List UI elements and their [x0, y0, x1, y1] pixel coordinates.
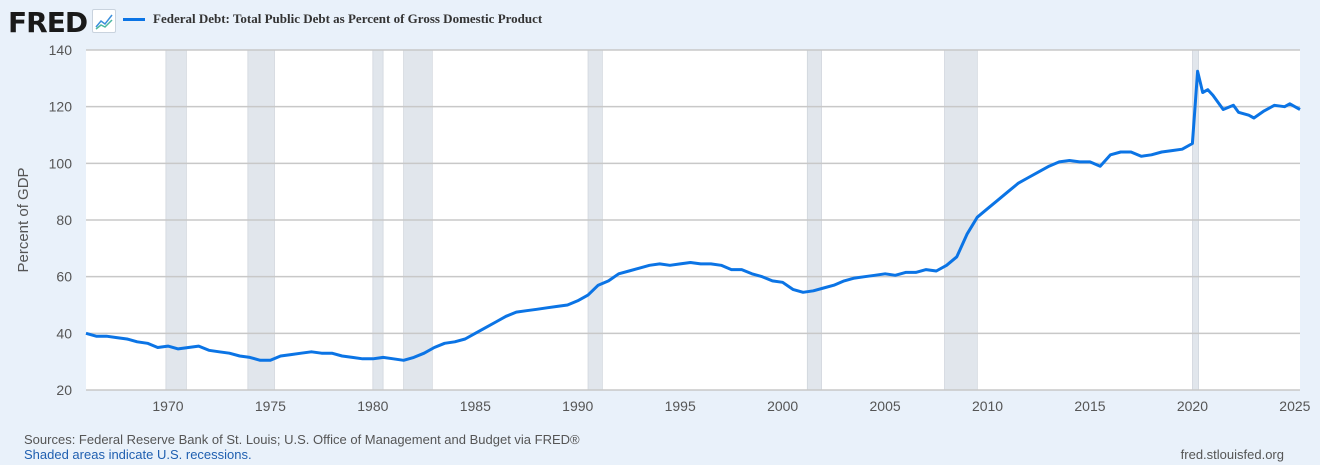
sources-text: Sources: Federal Reserve Bank of St. Lou…: [24, 432, 580, 447]
x-tick-label: 1975: [255, 398, 286, 414]
x-tick-label: 2015: [1074, 398, 1105, 414]
x-tick-label: 2020: [1177, 398, 1208, 414]
x-tick-label: 1995: [665, 398, 696, 414]
y-tick-label: 60: [56, 269, 72, 285]
y-tick-label: 100: [49, 155, 73, 171]
fred-logo[interactable]: FRED: [8, 6, 88, 39]
series-line: [85, 69, 1301, 362]
legend-swatch: [123, 17, 145, 21]
x-tick-label: 2010: [972, 398, 1003, 414]
graph-icon: [92, 9, 116, 33]
legend: Federal Debt: Total Public Debt as Perce…: [123, 11, 542, 27]
y-tick-label: 140: [49, 42, 73, 58]
y-tick-label: 20: [56, 382, 72, 398]
x-tick-label: 1970: [152, 398, 183, 414]
site-url[interactable]: fred.stlouisfed.org: [1180, 447, 1284, 462]
y-axis-label: Percent of GDP: [15, 167, 32, 272]
x-tick-label: 2005: [870, 398, 901, 414]
y-tick-label: 80: [56, 212, 72, 228]
x-tick-label: 2025: [1279, 398, 1310, 414]
x-tick-label: 1985: [460, 398, 491, 414]
y-tick-label: 120: [49, 99, 73, 115]
legend-label: Federal Debt: Total Public Debt as Perce…: [153, 11, 543, 26]
x-tick-label: 1980: [357, 398, 388, 414]
y-tick-label: 40: [56, 325, 72, 341]
x-tick-label: 2000: [767, 398, 798, 414]
x-tick-label: 1990: [562, 398, 593, 414]
recession-note-link[interactable]: Shaded areas indicate U.S. recessions.: [24, 447, 252, 462]
